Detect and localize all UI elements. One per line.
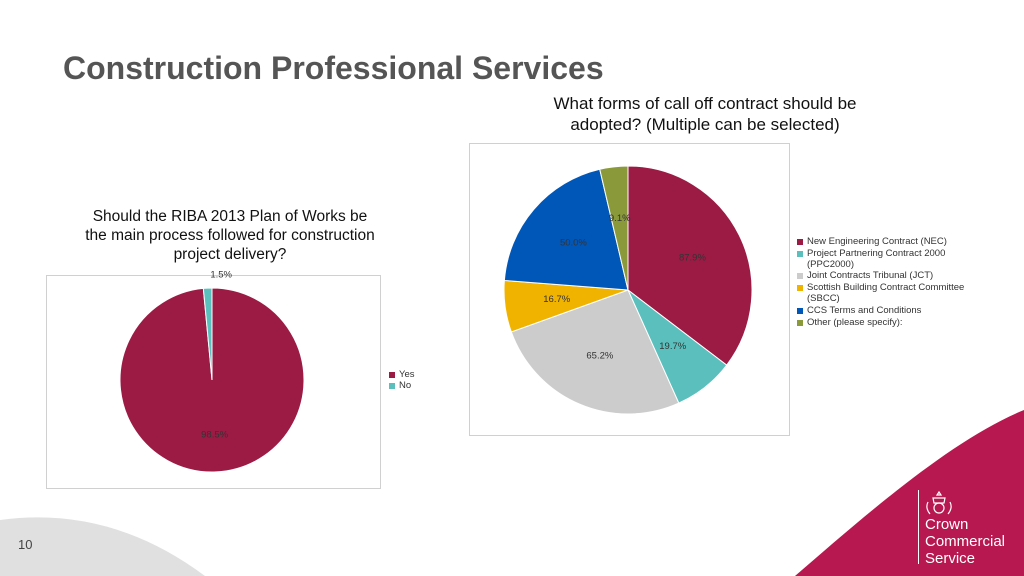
slide-title: Construction Professional Services	[63, 50, 604, 86]
brand-accent-shape	[795, 410, 1024, 576]
brand-line: Crown	[925, 516, 969, 533]
brand-line: Commercial	[925, 533, 1006, 550]
chart-title-line: the main process followed for constructi…	[85, 227, 375, 244]
legend-riba: Yes No	[389, 369, 415, 392]
legend-label: Project Partnering Contract 2000 (PPC200…	[807, 247, 946, 270]
pie-data-label: 50.0%	[560, 238, 587, 249]
legend-item-other: Other (please specify):	[797, 316, 967, 329]
legend-label: New Engineering Contract (NEC)	[807, 236, 947, 247]
legend-item-no: No	[389, 379, 415, 392]
pie-slice	[202, 287, 213, 381]
pie-data-label: 65.2%	[586, 351, 613, 362]
chart-title-contract: What forms of call off contract should b…	[520, 93, 890, 135]
brand-logo-text: Crown Commercial Service	[925, 516, 1005, 567]
crest-icon	[926, 490, 952, 515]
legend-label: CCS Terms and Conditions	[807, 304, 922, 316]
legend-label: No	[399, 379, 412, 391]
chart-title-line: project delivery?	[173, 246, 287, 263]
legend-contract: New Engineering Contract (NEC) Project P…	[797, 236, 967, 329]
chart-title-line: adopted? (Multiple can be selected)	[570, 115, 840, 134]
pie-data-label: 87.9%	[679, 253, 706, 264]
brand-line: Service	[925, 550, 976, 567]
chart-title-riba: Should the RIBA 2013 Plan of Works be th…	[70, 207, 390, 264]
legend-swatch	[797, 273, 803, 280]
legend-swatch	[797, 239, 803, 245]
chart-title-line: What forms of call off contract should b…	[553, 94, 857, 113]
pie-slice	[627, 165, 753, 366]
legend-item-sbcc: Scottish Building Contract Committee (SB…	[797, 282, 967, 305]
pie-data-label: 16.7%	[543, 294, 570, 305]
legend-swatch	[797, 285, 803, 292]
chart-title-line: Should the RIBA 2013 Plan of Works be	[92, 208, 368, 225]
legend-swatch	[797, 319, 803, 326]
legend-item-yes: Yes	[389, 369, 415, 381]
pie-data-label: 1.5%	[210, 270, 232, 281]
page-number: 10	[18, 537, 33, 552]
pie-data-label: 9.1%	[609, 213, 631, 224]
legend-item-ccs: CCS Terms and Conditions	[797, 304, 967, 317]
legend-item-ppc2000: Project Partnering Contract 2000 (PPC200…	[797, 247, 967, 271]
legend-swatch	[389, 372, 395, 378]
legend-label: Other (please specify):	[807, 316, 903, 328]
legend-label: Joint Contracts Tribunal (JCT)	[807, 270, 934, 282]
brand-divider	[918, 490, 919, 564]
legend-item-jct: Joint Contracts Tribunal (JCT)	[797, 270, 967, 282]
pie-data-label: 98.5%	[201, 430, 228, 441]
legend-label: Scottish Building Contract Committee (SB…	[807, 282, 965, 304]
grey-corner-shape	[0, 517, 205, 576]
legend-label: Yes	[399, 369, 415, 380]
legend-item-nec: New Engineering Contract (NEC)	[797, 236, 967, 248]
legend-swatch	[797, 307, 803, 314]
pie-slice	[503, 168, 629, 291]
legend-swatch	[389, 382, 395, 389]
pie-slice	[510, 289, 680, 415]
pie-slice	[599, 165, 629, 291]
pie-data-label: 19.7%	[659, 341, 686, 352]
legend-swatch	[797, 250, 803, 257]
